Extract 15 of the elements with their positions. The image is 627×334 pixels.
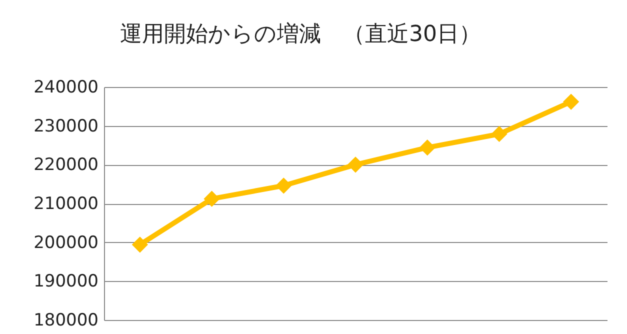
y-tick-label: 240000 xyxy=(34,78,98,98)
y-tick-label: 230000 xyxy=(34,116,98,136)
y-tick-label: 200000 xyxy=(34,232,98,253)
point xyxy=(276,178,292,194)
point xyxy=(491,126,508,142)
y-tick-label: 180000 xyxy=(34,310,98,330)
y-tick-label: 210000 xyxy=(34,194,98,214)
chart-title: 運用開始からの増減 （直近30日） xyxy=(120,22,481,47)
y-tick-label: 190000 xyxy=(34,272,98,292)
point xyxy=(132,236,148,253)
point xyxy=(419,140,436,156)
point xyxy=(347,156,364,173)
y-tick-label: 220000 xyxy=(34,155,98,176)
point xyxy=(563,94,580,110)
point xyxy=(204,190,220,207)
